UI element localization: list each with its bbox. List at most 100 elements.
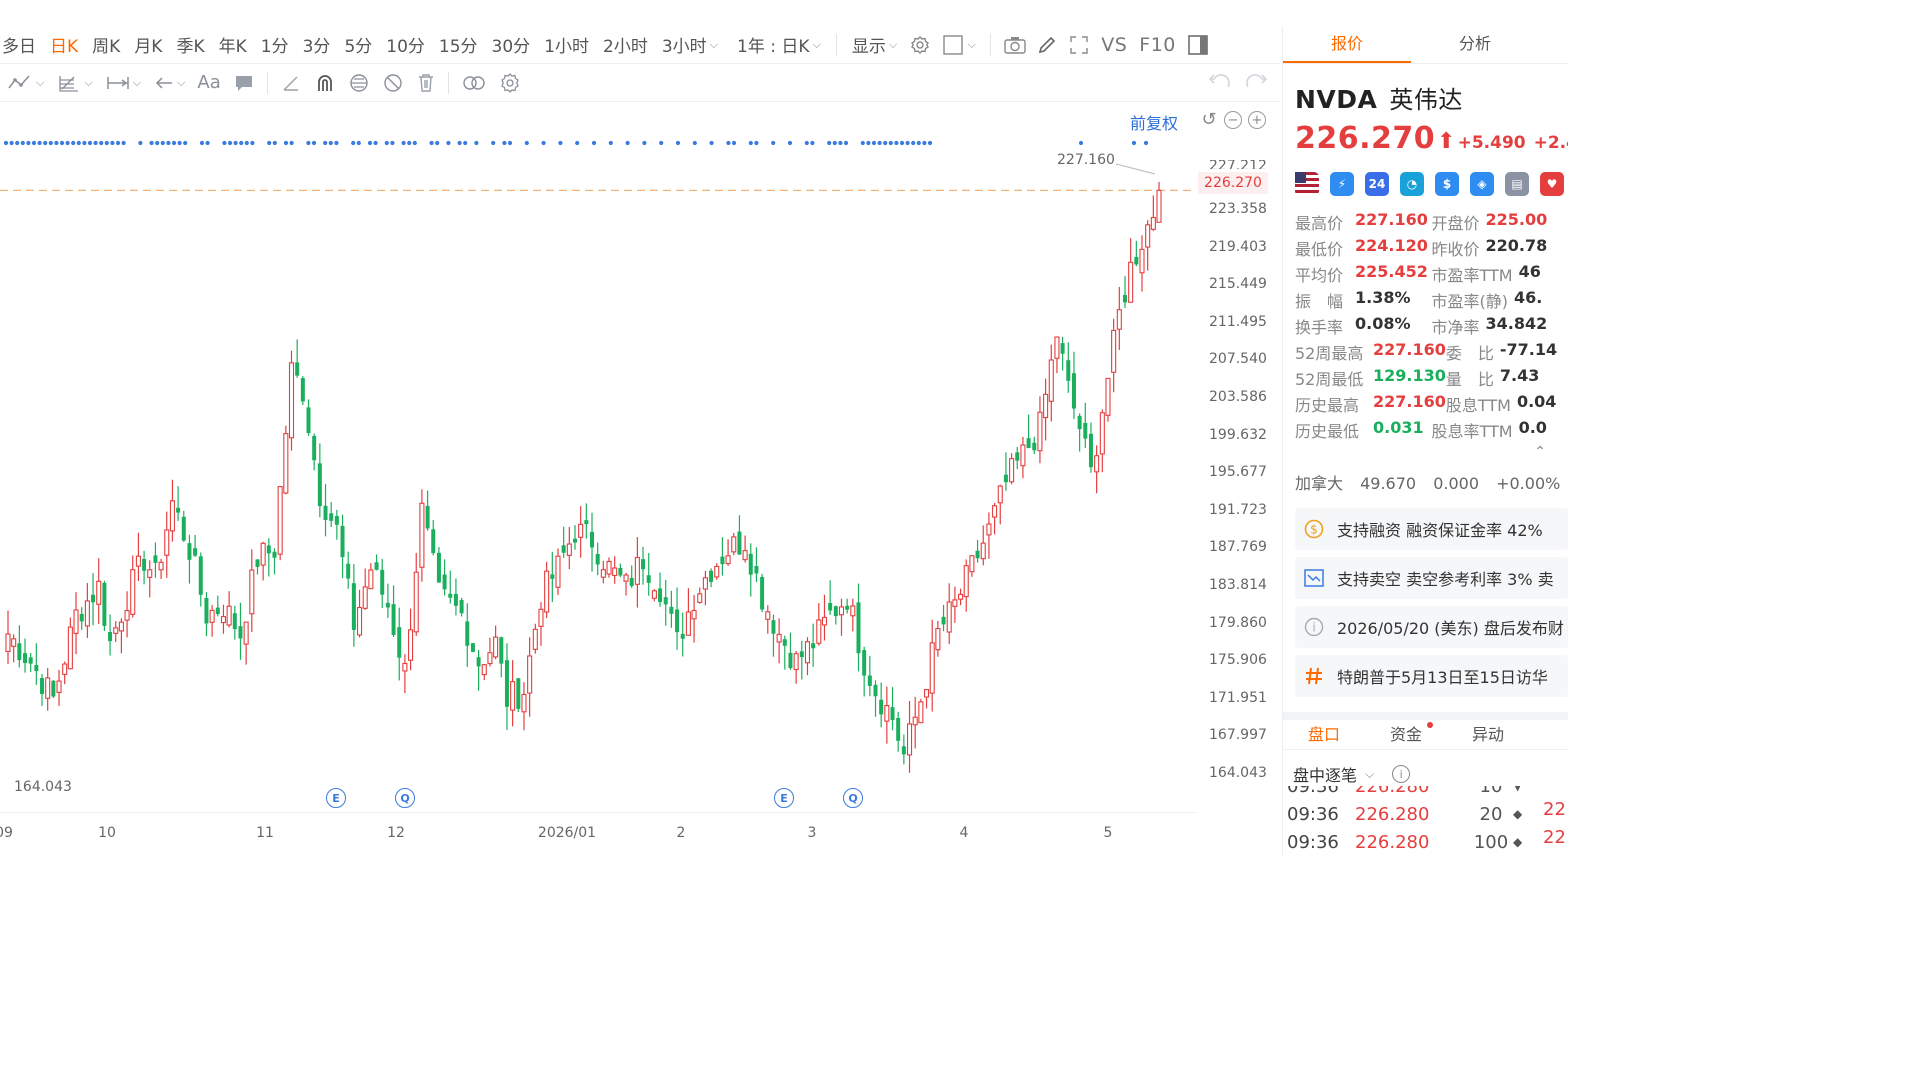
candle bbox=[272, 548, 277, 575]
candle bbox=[1048, 344, 1054, 422]
arrow-tool-icon[interactable]: ⌵ bbox=[153, 70, 185, 96]
signal-dot bbox=[1143, 140, 1149, 146]
tab-analysis[interactable]: 分析 bbox=[1458, 34, 1491, 53]
info-card[interactable]: 支持卖空 卖空参考利率 3% 卖 bbox=[1295, 557, 1568, 599]
chart-canvas[interactable] bbox=[0, 102, 1196, 814]
magnet-icon[interactable] bbox=[314, 70, 336, 96]
trash-icon[interactable] bbox=[416, 70, 436, 96]
fib-tool-icon[interactable]: ⌵ bbox=[56, 70, 93, 96]
candle bbox=[811, 623, 816, 667]
earnings-event-icon[interactable]: E bbox=[326, 788, 346, 808]
period-tab-10[interactable]: 15分 bbox=[438, 37, 478, 57]
period-tab-4[interactable]: 季K bbox=[176, 37, 205, 57]
info-card[interactable]: $ 支持融资 融资保证金率 42% bbox=[1295, 508, 1568, 550]
info-card[interactable]: i 2026/05/20 (美东) 盘后发布财 bbox=[1295, 606, 1568, 648]
display-menu[interactable]: 显示 ⌵ bbox=[851, 37, 898, 57]
drawing-toolbar: ⌵ ⌵ ⌵ ⌵ Aa bbox=[0, 64, 1280, 102]
period-tab-1[interactable]: 日K bbox=[50, 37, 79, 57]
candle bbox=[538, 602, 544, 646]
candle bbox=[634, 537, 640, 608]
period-tab-14[interactable]: 3小时 ⌵ bbox=[661, 37, 719, 57]
high-leader-line bbox=[1115, 163, 1156, 175]
stat-cell: 最低价 224.120 bbox=[1295, 236, 1432, 262]
vs-compare-button[interactable]: VS bbox=[1101, 33, 1128, 56]
quarter-event-icon[interactable]: Q bbox=[843, 788, 863, 808]
period-tab-9[interactable]: 10分 bbox=[386, 37, 425, 57]
document-icon[interactable]: ▤ bbox=[1505, 172, 1529, 196]
tag-icon[interactable]: ◈ bbox=[1470, 172, 1494, 196]
candle bbox=[312, 433, 317, 471]
text-tool-icon[interactable]: Aa bbox=[197, 72, 221, 93]
x-axis-label: 5 bbox=[1103, 825, 1113, 841]
signal-dot bbox=[748, 140, 753, 146]
drawing-settings-icon[interactable] bbox=[499, 70, 521, 96]
f10-button[interactable]: F10 bbox=[1139, 33, 1176, 56]
earnings-event-icon[interactable]: E bbox=[774, 788, 794, 808]
period-tab-3[interactable]: 月K bbox=[134, 37, 163, 57]
period-tab-7[interactable]: 3分 bbox=[302, 37, 331, 57]
range-tool-icon[interactable]: ⌵ bbox=[105, 70, 141, 96]
signal-dot bbox=[625, 140, 630, 146]
reset-chart-icon[interactable]: ↺ bbox=[1201, 109, 1217, 130]
period-tab-6[interactable]: 1分 bbox=[260, 37, 289, 57]
collapse-caret-icon[interactable]: ⌃ bbox=[1534, 444, 1546, 460]
candle bbox=[453, 578, 458, 616]
lock-drawing-icon[interactable] bbox=[348, 70, 370, 96]
camera-icon[interactable] bbox=[1003, 33, 1027, 57]
eraser-line-icon[interactable] bbox=[280, 70, 302, 96]
price-adjust-button[interactable]: 前复权 bbox=[1130, 114, 1179, 133]
candle bbox=[1032, 436, 1037, 454]
stat-cell: 市盈率TTM 46 bbox=[1432, 262, 1569, 288]
candle bbox=[550, 551, 555, 602]
candle bbox=[84, 583, 90, 638]
canada-listing-row[interactable]: 加拿大 49.670 0.000 +0.00% bbox=[1295, 470, 1568, 494]
overlay-compare-icon[interactable] bbox=[461, 70, 487, 96]
24h-icon[interactable]: 24 bbox=[1365, 172, 1389, 196]
pencil-icon[interactable] bbox=[1035, 33, 1059, 57]
range-selector[interactable]: 1年 : 日K ⌵ bbox=[737, 37, 821, 57]
trendline-tool-icon[interactable]: ⌵ bbox=[6, 70, 44, 96]
layout-square-icon[interactable]: ⌵ bbox=[940, 33, 978, 57]
candle bbox=[1054, 336, 1060, 374]
info-circle-icon[interactable]: i bbox=[1392, 765, 1411, 783]
candlestick-chart[interactable]: 前复权 ↺ − + 223.358 219.403 215.449 211.495 20… bbox=[0, 102, 1280, 856]
quarter-event-icon[interactable]: Q bbox=[395, 788, 415, 808]
period-tab-13[interactable]: 2小时 bbox=[603, 37, 648, 57]
undo-icon[interactable] bbox=[1208, 72, 1230, 94]
period-tab-0[interactable]: 多日 bbox=[2, 37, 36, 57]
candle bbox=[181, 510, 186, 542]
zoom-in-icon[interactable]: + bbox=[1248, 111, 1266, 129]
period-tab-8[interactable]: 5分 bbox=[344, 37, 373, 57]
lightning-icon[interactable]: ⚡ bbox=[1330, 172, 1354, 196]
signal-dot bbox=[3, 140, 9, 146]
comment-tool-icon[interactable] bbox=[233, 70, 255, 96]
redo-icon[interactable] bbox=[1246, 72, 1268, 94]
signal-dot bbox=[675, 140, 681, 146]
signal-dot bbox=[76, 140, 81, 146]
hide-drawings-icon[interactable] bbox=[382, 70, 404, 96]
stat-value: 224.120 bbox=[1355, 236, 1428, 255]
dollar-icon[interactable]: $ bbox=[1435, 172, 1459, 196]
heart-icon[interactable]: ♥ bbox=[1540, 172, 1564, 196]
candle bbox=[385, 583, 390, 618]
tab-capital-flow[interactable]: 资金 bbox=[1365, 720, 1447, 749]
signal-dot bbox=[121, 140, 126, 146]
tab-order-book[interactable]: 盘口 bbox=[1307, 725, 1340, 744]
tab-quote[interactable]: 报价 bbox=[1283, 26, 1411, 63]
us-flag-icon[interactable] bbox=[1295, 172, 1319, 196]
tab-movements[interactable]: 异动 bbox=[1471, 725, 1504, 744]
y-axis-label: 203.586 bbox=[1209, 389, 1267, 405]
stat-row: 52周最高 227.160 委 比 -77.14 bbox=[1295, 340, 1568, 366]
settings-gear-icon[interactable] bbox=[908, 33, 932, 57]
signal-dot bbox=[435, 140, 440, 146]
period-tab-12[interactable]: 1小时 bbox=[544, 37, 590, 57]
info-card[interactable]: 特朗普于5月13日至15日访华 bbox=[1295, 655, 1568, 697]
period-tab-2[interactable]: 周K bbox=[92, 37, 121, 57]
period-tab-5[interactable]: 年K bbox=[218, 37, 247, 57]
refresh-icon[interactable]: ◔ bbox=[1400, 172, 1424, 196]
side-panel-icon[interactable] bbox=[1186, 33, 1210, 57]
zoom-out-icon[interactable]: − bbox=[1224, 111, 1242, 129]
period-tab-11[interactable]: 30分 bbox=[491, 37, 531, 57]
fullscreen-icon[interactable] bbox=[1067, 33, 1091, 57]
ticks-header[interactable]: 盘中逐笔 ⌵ i bbox=[1293, 762, 1411, 786]
